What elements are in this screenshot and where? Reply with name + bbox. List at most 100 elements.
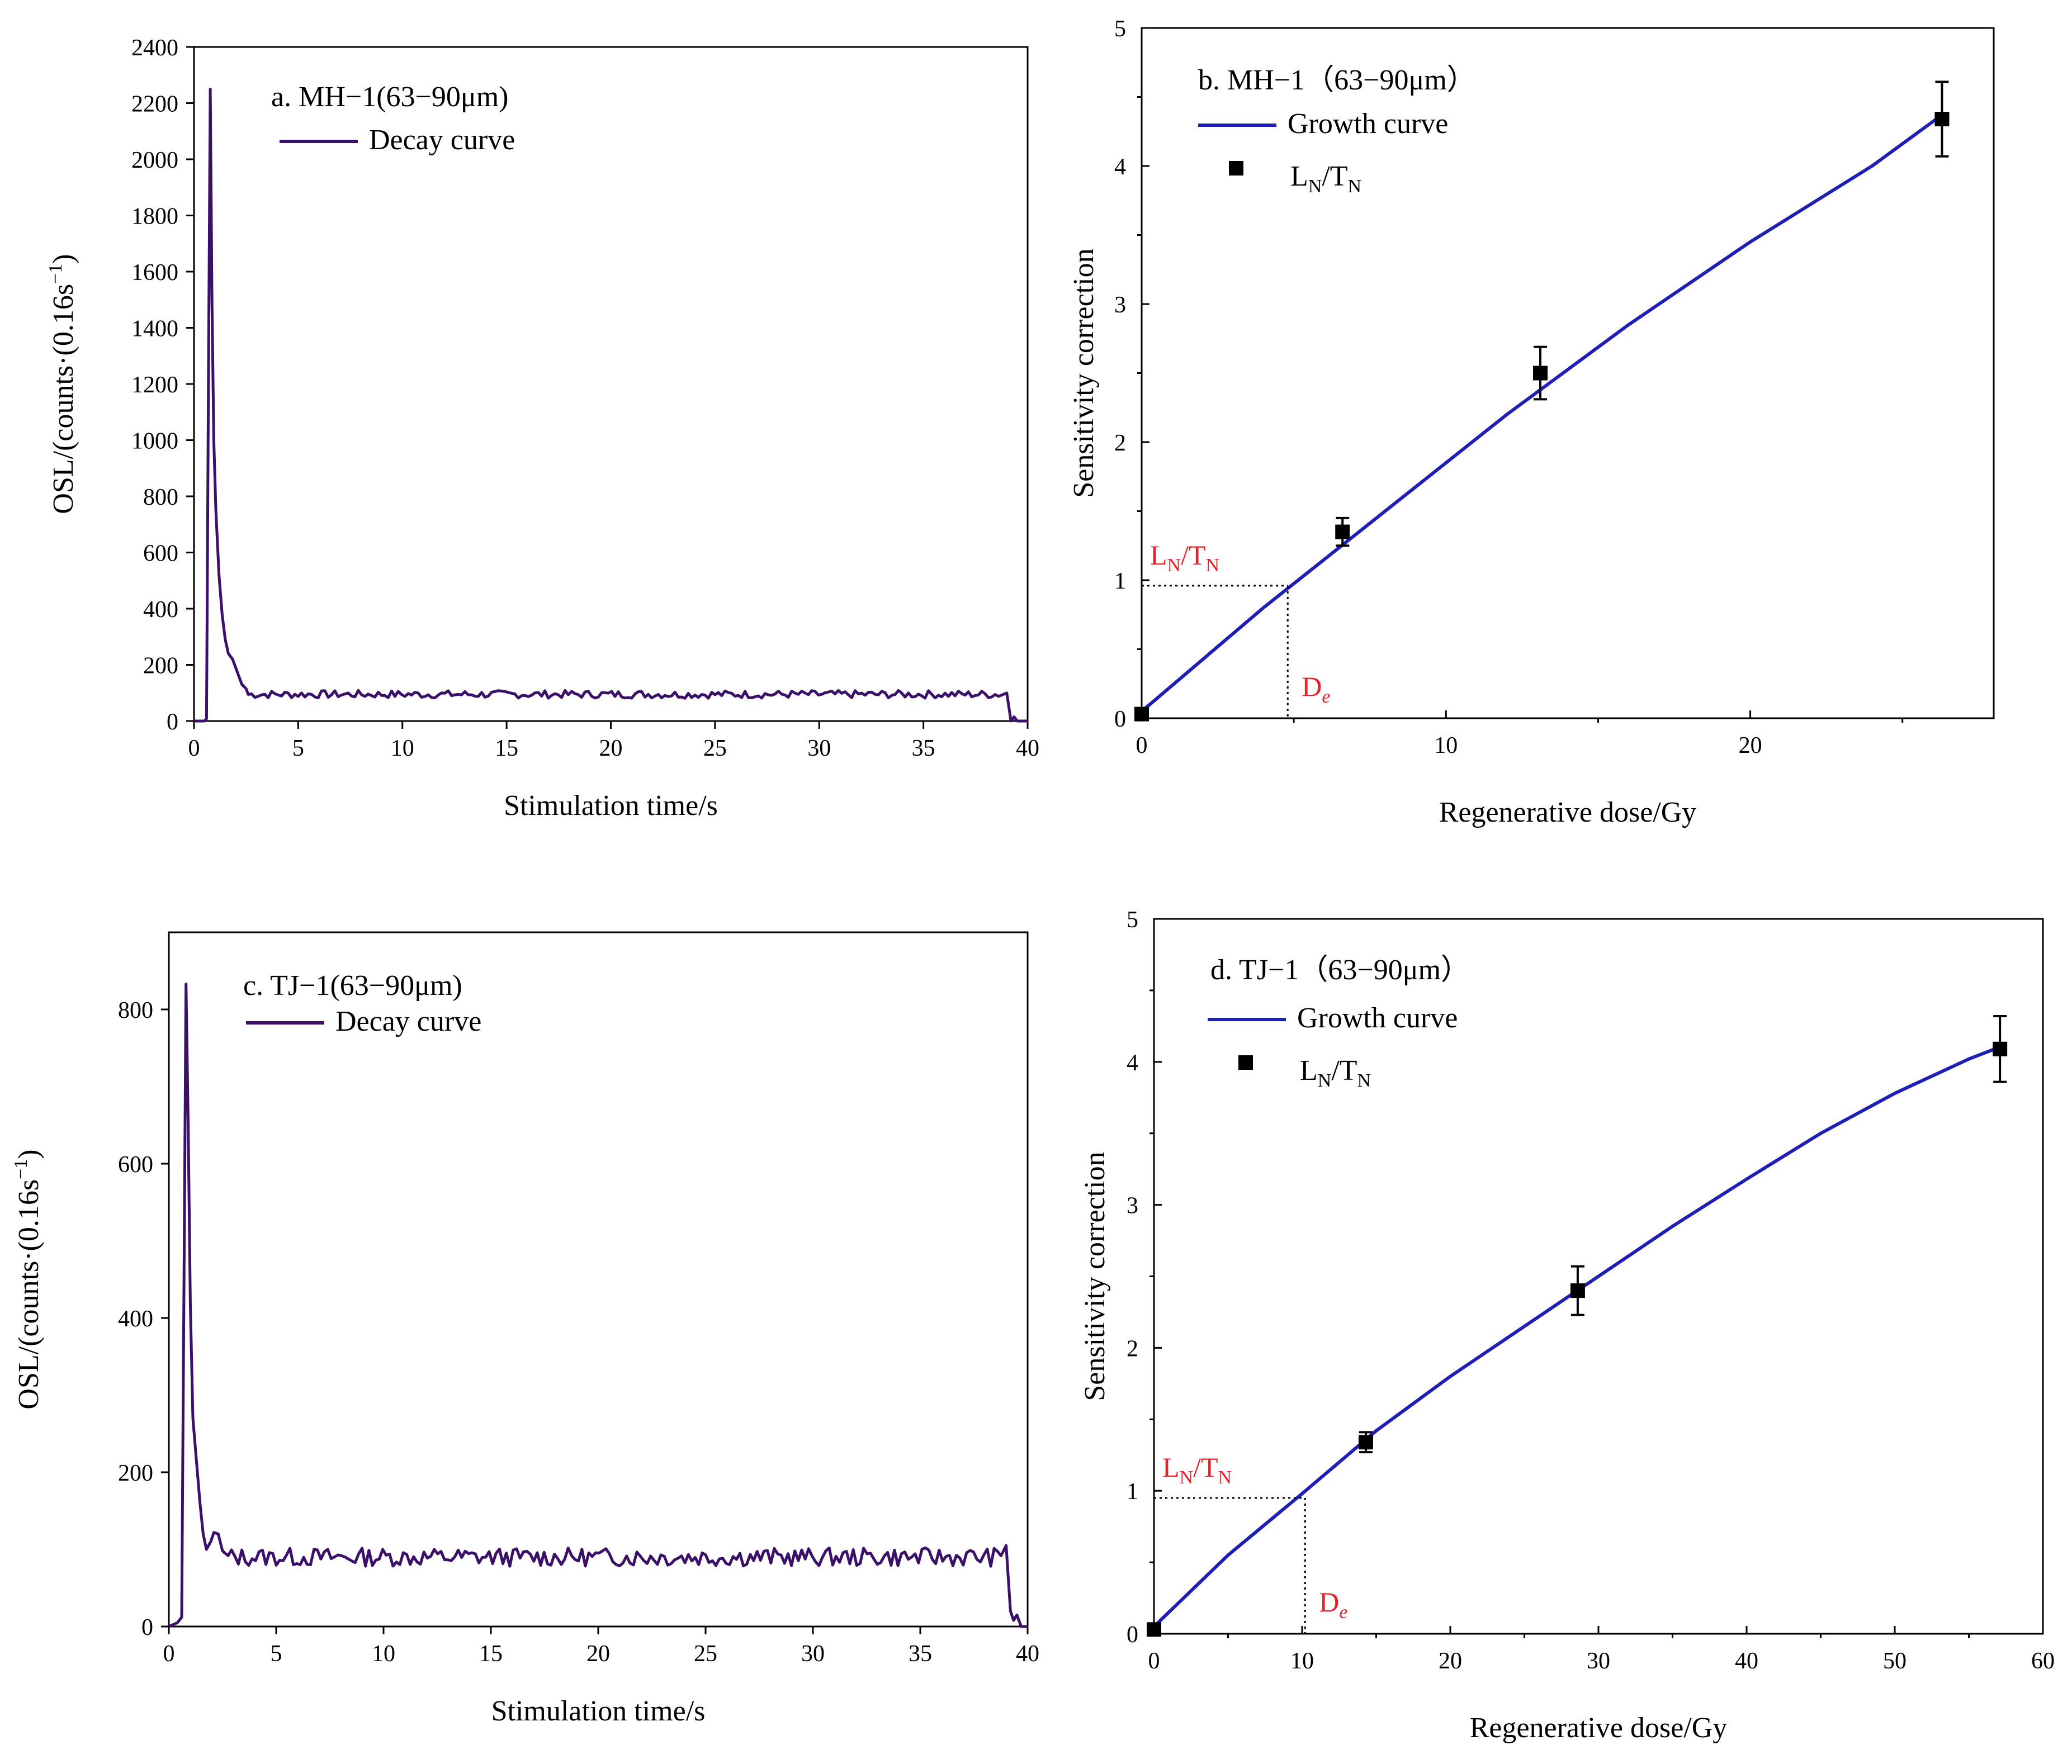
c-xtick-label-6: 30 xyxy=(801,1641,825,1667)
c-y-axis-title-main: OSL/(counts·(0.16s xyxy=(13,1179,45,1410)
b-legend-marker-label-mid: /T xyxy=(1322,160,1347,192)
c-xtick-label-1: 5 xyxy=(271,1641,282,1667)
c-xtick-label-4: 20 xyxy=(586,1641,610,1667)
c-decay-curve-line xyxy=(168,983,1028,1628)
d-xtick-label-0: 0 xyxy=(1148,1648,1160,1674)
b-data-point-3 xyxy=(1934,112,1950,127)
b-xtick-label-0: 0 xyxy=(1136,733,1148,758)
c-xtick-label-8: 40 xyxy=(1016,1641,1039,1667)
c-ytick-label-3: 600 xyxy=(118,1152,153,1178)
d-xtick-label-5: 50 xyxy=(1883,1648,1907,1674)
a-xtick-label-3: 15 xyxy=(495,736,518,761)
d-y-axis-title: Sensitivity correction xyxy=(1079,1151,1111,1401)
c-ytick-label-0: 0 xyxy=(141,1615,153,1640)
b-ln-tn-annotation-sub1: N xyxy=(1167,555,1181,576)
b-ytick-label-4: 4 xyxy=(1114,154,1126,180)
b-de-annotation: De xyxy=(1302,671,1330,707)
d-x-axis-title: Regenerative dose/Gy xyxy=(1470,1712,1728,1744)
d-legend-marker xyxy=(1238,1055,1253,1070)
c-y-axis-title: OSL/(counts·(0.16s−1) xyxy=(11,1149,45,1409)
a-y-axis-title-main: OSL/(counts·(0.16s xyxy=(48,284,79,514)
b-ln-tn-annotation: LN/TN xyxy=(1150,539,1219,576)
b-legend-marker-label-sub2: N xyxy=(1348,176,1362,197)
b-ytick-label-2: 2 xyxy=(1114,430,1126,456)
c-plot-frame xyxy=(168,931,1029,1628)
d-legend-label: Growth curve xyxy=(1297,1002,1458,1034)
b-ln-tn-annotation-mid: /T xyxy=(1181,539,1205,571)
d-ytick-label-1: 1 xyxy=(1127,1479,1138,1505)
d-growth-curve-line xyxy=(1152,1046,1999,1628)
d-ln-tn-annotation: LN/TN xyxy=(1162,1452,1232,1488)
panel-b-growth-chart: 0 10 20 0 1 2 3 4 5 b. MH−1（63−90μm） Growth curve L… xyxy=(1068,16,1995,828)
a-xtick-label-4: 20 xyxy=(599,736,623,761)
a-y-axis-title-sup: −1 xyxy=(45,264,66,284)
b-data-point-1 xyxy=(1335,524,1350,539)
c-legend-label: Decay curve xyxy=(335,1006,481,1037)
b-legend-marker-label: LN/TN xyxy=(1290,160,1361,197)
b-xtick-label-2: 20 xyxy=(1739,733,1762,758)
a-ytick-label-9: 1800 xyxy=(131,204,178,230)
a-ytick-label-6: 1200 xyxy=(131,372,178,398)
d-ytick-label-4: 4 xyxy=(1127,1050,1138,1076)
c-xtick-label-5: 25 xyxy=(694,1641,717,1667)
d-ln-tn-annotation-l: L xyxy=(1162,1452,1180,1483)
d-xtick-label-6: 60 xyxy=(2031,1648,2055,1674)
a-ytick-label-0: 0 xyxy=(167,709,178,735)
b-ytick-label-1: 1 xyxy=(1114,568,1126,594)
c-xtick-label-2: 10 xyxy=(372,1641,395,1667)
d-ln-tn-annotation-sub2: N xyxy=(1218,1467,1232,1488)
a-xtick-label-2: 10 xyxy=(391,736,414,761)
c-xtick-label-3: 15 xyxy=(479,1641,503,1667)
b-de-annotation-sub: e xyxy=(1322,686,1330,707)
b-y-axis-title: Sensitivity correction xyxy=(1068,248,1100,497)
b-plot-frame xyxy=(1141,27,1995,719)
a-ytick-label-4: 800 xyxy=(143,485,178,510)
c-y-axis-title-end: ) xyxy=(13,1149,45,1159)
d-legend-marker-label-l: L xyxy=(1300,1055,1318,1087)
b-xtick-label-1: 10 xyxy=(1434,733,1458,758)
c-xtick-label-0: 0 xyxy=(163,1641,175,1667)
d-ln-tn-annotation-mid: /T xyxy=(1193,1452,1218,1483)
a-ytick-label-11: 2200 xyxy=(131,92,178,117)
d-data-point-0 xyxy=(1147,1622,1161,1637)
d-panel-title: d. TJ−1（63−90μm） xyxy=(1210,954,1470,986)
c-xtick-label-7: 35 xyxy=(909,1641,932,1667)
d-xtick-label-3: 30 xyxy=(1587,1648,1610,1674)
a-ytick-label-2: 400 xyxy=(143,597,178,623)
d-data-point-2 xyxy=(1570,1283,1585,1298)
a-ytick-label-5: 1000 xyxy=(131,429,178,454)
a-plot-frame xyxy=(193,46,1029,722)
a-y-axis-title-end: ) xyxy=(48,254,79,263)
a-ytick-label-12: 2400 xyxy=(131,35,178,61)
a-ytick-label-8: 1600 xyxy=(131,260,178,286)
d-xtick-label-2: 20 xyxy=(1439,1648,1462,1674)
a-x-axis-title: Stimulation time/s xyxy=(504,790,718,822)
d-legend-marker-label-sub1: N xyxy=(1318,1070,1332,1091)
c-ytick-label-4: 800 xyxy=(118,998,153,1023)
a-xtick-label-5: 25 xyxy=(703,736,727,761)
d-ytick-label-2: 2 xyxy=(1127,1336,1138,1362)
b-ln-tn-annotation-l: L xyxy=(1150,539,1167,571)
d-de-annotation: De xyxy=(1319,1586,1347,1623)
a-ytick-label-1: 200 xyxy=(143,653,178,679)
c-ytick-label-1: 200 xyxy=(118,1460,153,1486)
d-ytick-label-0: 0 xyxy=(1127,1622,1138,1648)
a-xtick-label-6: 30 xyxy=(807,736,831,761)
a-ytick-label-3: 600 xyxy=(143,541,178,567)
b-legend-label: Growth curve xyxy=(1288,108,1448,140)
d-ln-tn-annotation-sub1: N xyxy=(1180,1467,1194,1488)
d-xtick-label-1: 10 xyxy=(1290,1648,1314,1674)
d-de-annotation-d: D xyxy=(1319,1586,1339,1618)
b-legend-marker-label-l: L xyxy=(1290,160,1308,192)
c-panel-title: c. TJ−1(63−90μm) xyxy=(243,970,462,1002)
d-legend-marker-label-sub2: N xyxy=(1357,1070,1371,1091)
b-growth-curve-line xyxy=(1141,113,1943,713)
d-data-point-1 xyxy=(1358,1435,1373,1450)
b-ytick-label-3: 3 xyxy=(1114,292,1126,318)
d-de-annotation-sub: e xyxy=(1339,1602,1347,1623)
a-panel-title: a. MH−1(63−90μm) xyxy=(271,81,508,113)
panel-d-growth-chart: 0 10 20 30 40 50 60 0 1 2 3 4 5 d. TJ−1（63−90μm） Growt… xyxy=(1079,907,2055,1744)
d-ytick-label-3: 3 xyxy=(1127,1193,1138,1219)
